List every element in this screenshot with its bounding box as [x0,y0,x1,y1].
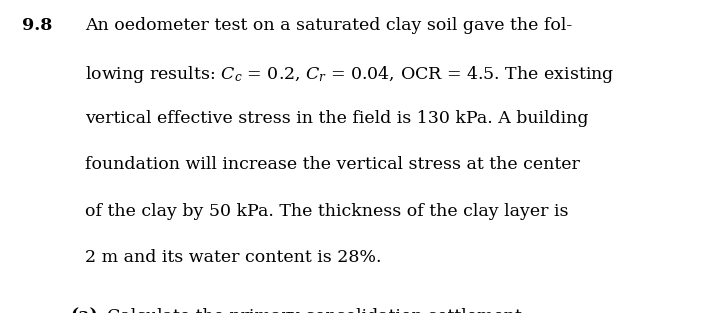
Text: (a): (a) [71,308,98,313]
Text: 2 m and its water content is 28%.: 2 m and its water content is 28%. [85,249,382,266]
Text: vertical effective stress in the field is 130 kPa. A building: vertical effective stress in the field i… [85,110,588,127]
Text: of the clay by 50 kPa. The thickness of the clay layer is: of the clay by 50 kPa. The thickness of … [85,203,569,219]
Text: An oedometer test on a saturated clay soil gave the fol-: An oedometer test on a saturated clay so… [85,17,572,34]
Text: foundation will increase the vertical stress at the center: foundation will increase the vertical st… [85,156,580,173]
Text: lowing results: $C_c$ = 0.2, $C_r$ = 0.04, OCR = 4.5. The existing: lowing results: $C_c$ = 0.2, $C_r$ = 0.0… [85,64,614,85]
Text: 9.8: 9.8 [22,17,53,34]
Text: Calculate the primary consolidation settlement.: Calculate the primary consolidation sett… [107,308,527,313]
